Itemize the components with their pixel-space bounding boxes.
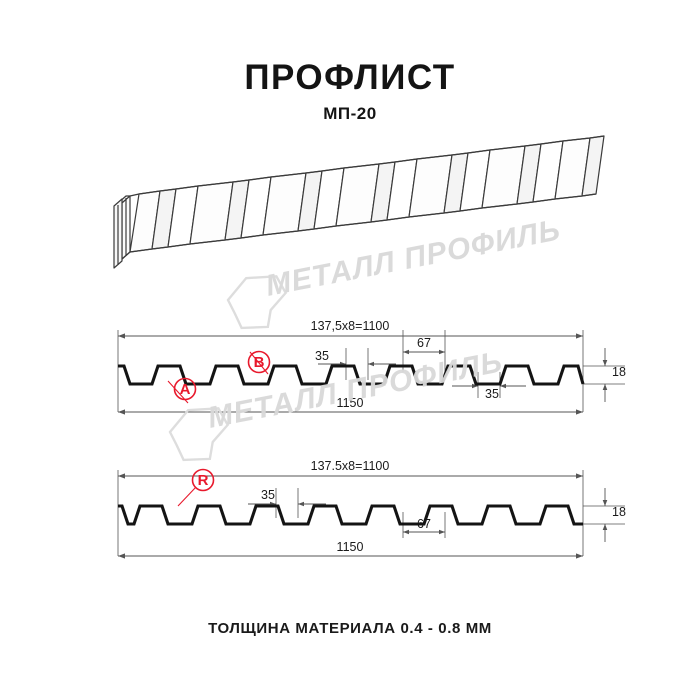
section-bottom-total-dimension: 1150 [118, 540, 583, 559]
section-bottom-rib-width-label: 35 [261, 488, 275, 502]
section-bottom-profile-shape [118, 504, 583, 526]
section-bottom-height-label: 18 [612, 505, 626, 519]
section-top-rib-width-label: 35 [315, 349, 329, 363]
section-top-height-dimension: 18 [602, 348, 626, 402]
section-bottom-span-label: 137.5x8=1100 [311, 459, 390, 473]
marker-r-label: R [198, 472, 209, 489]
section-top-base-width-label: 67 [417, 336, 431, 350]
section-bottom-extension-lines [117, 470, 625, 556]
section-top-height-label: 18 [612, 365, 626, 379]
section-bottom-total-label: 1150 [337, 540, 364, 554]
section-top-total-dimension: 1150 [118, 396, 583, 415]
watermark-text-2: МЕТАЛЛ ПРОФИЛЬ [205, 345, 505, 435]
marker-a: A [167, 377, 197, 404]
watermark-lower: МЕТАЛЛ ПРОФИЛЬ [168, 345, 505, 462]
page-title: ПРОФЛИСТ [244, 58, 456, 97]
marker-r: R [177, 468, 215, 507]
section-bottom-rib-width-dimension: 35 [248, 488, 326, 507]
watermark-logo-icon [226, 275, 288, 330]
section-top-rib-width-dimension: 35 [315, 349, 396, 367]
sheet-left-edge [113, 195, 131, 269]
cross-section-bottom: 137.5x8=1100 35 67 [117, 459, 626, 559]
section-top-valley-width-dimension: 35 [452, 383, 526, 401]
section-bottom-span-dimension: 137.5x8=1100 [118, 459, 583, 479]
marker-b-label: B [254, 354, 265, 371]
marker-b: B [247, 350, 271, 375]
isometric-profile-view [113, 135, 605, 269]
section-top-total-label: 1150 [337, 396, 364, 410]
section-top-span-dimension: 137,5x8=1100 [118, 319, 583, 339]
section-top-valley-width-label: 35 [485, 387, 499, 401]
corrugation-flutes [129, 135, 605, 253]
page-subtitle: МП-20 [323, 104, 377, 123]
marker-a-label: A [180, 381, 191, 398]
section-top-base-width-dimension: 67 [403, 336, 445, 355]
watermark-logo-icon-2 [168, 407, 230, 462]
cross-section-top: 137,5x8=1100 35 67 [117, 319, 626, 415]
section-bottom-height-dimension: 18 [602, 488, 626, 542]
section-top-span-label: 137,5x8=1100 [311, 319, 390, 333]
material-thickness-note: ТОЛЩИНА МАТЕРИАЛА 0.4 - 0.8 ММ [208, 620, 492, 637]
